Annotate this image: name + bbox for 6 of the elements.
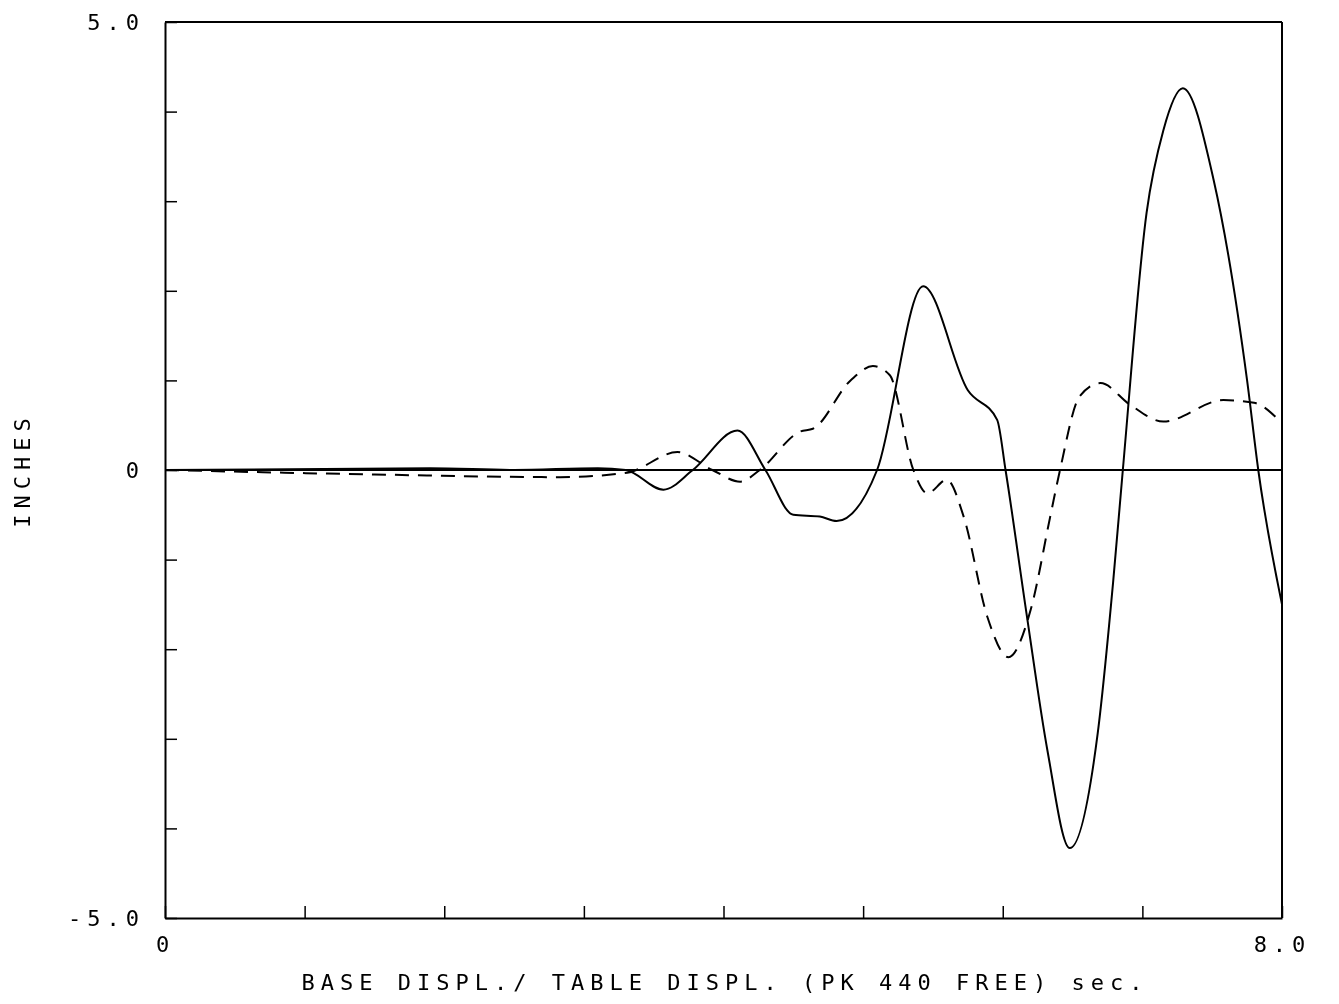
x-axis-title: BASE DISPL./ TABLE DISPL. (PK 440 FREE) sec. [301,970,1149,995]
y-tick-label: 5.0 [87,9,145,35]
x-tick-label: 8.0 [1253,931,1312,957]
y-tick-label: -5.0 [68,905,145,931]
y-tick-label: 0 [125,457,145,483]
y-axis-title: INCHES [10,412,35,528]
